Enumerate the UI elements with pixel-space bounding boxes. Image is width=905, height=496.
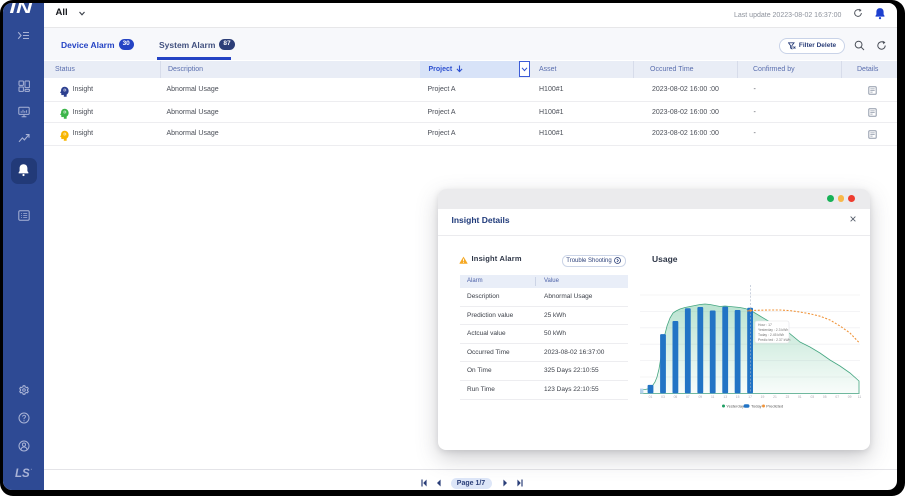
svg-text:Predic ted : 2.37 kWh: Predic ted : 2.37 kWh: [758, 338, 791, 342]
svg-text:Yesterday: Yesterday: [726, 403, 744, 408]
svg-text:03: 03: [810, 395, 814, 399]
svg-text:Hour : 17: Hour : 17: [758, 323, 772, 327]
svg-text:03: 03: [661, 395, 665, 399]
svg-text:05: 05: [823, 395, 827, 399]
svg-text:17: 17: [748, 395, 752, 399]
svg-text:Predicted: Predicted: [766, 403, 783, 408]
svg-text:01: 01: [798, 395, 802, 399]
svg-text:07: 07: [835, 395, 839, 399]
svg-text:21: 21: [773, 395, 777, 399]
svg-text:11: 11: [711, 395, 715, 399]
svg-text:23: 23: [786, 395, 790, 399]
svg-text:Today : 2.45 kWh: Today : 2.45 kWh: [758, 333, 784, 337]
svg-text:19: 19: [761, 395, 765, 399]
svg-text:15: 15: [736, 395, 740, 399]
svg-text:09: 09: [848, 395, 852, 399]
svg-text:09: 09: [698, 395, 702, 399]
svg-text:Yesterday : 2.3 kWh: Yesterday : 2.3 kWh: [758, 328, 788, 332]
svg-text:11: 11: [858, 395, 862, 399]
svg-text:05: 05: [674, 395, 678, 399]
svg-text:Today: Today: [751, 403, 762, 408]
svg-text:13: 13: [723, 395, 727, 399]
svg-text:01: 01: [649, 395, 653, 399]
svg-text:07: 07: [686, 395, 690, 399]
